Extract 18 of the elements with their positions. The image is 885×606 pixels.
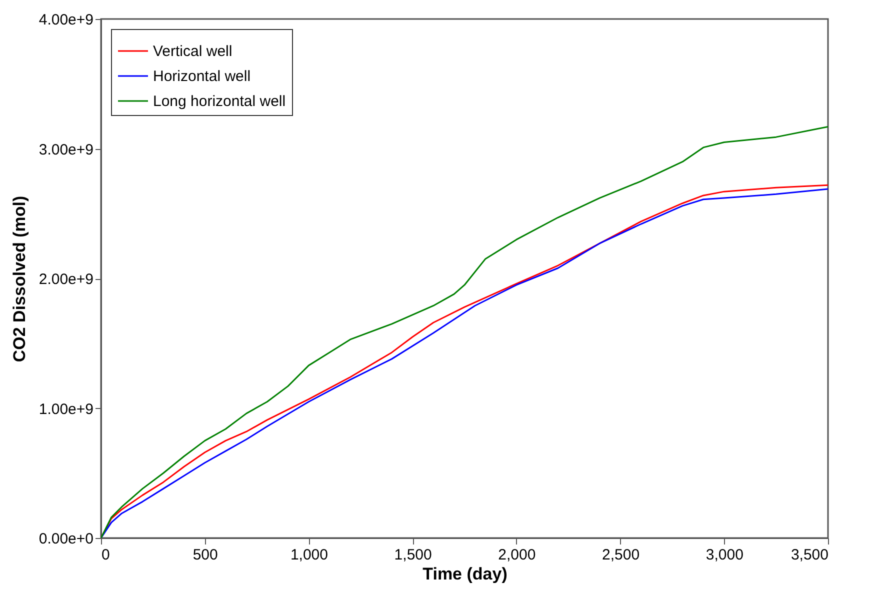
x-tick-label: 1,500 [394, 546, 432, 564]
legend-label: Horizontal well [153, 68, 251, 85]
x-tick-label: 2,500 [602, 546, 640, 564]
y-tick-label: 2.00e+9 [38, 271, 94, 288]
y-tick-label: 4.00e+9 [38, 12, 94, 28]
y-tick-label: 0.00e+0 [38, 530, 94, 548]
x-axis-title: Time (day) [422, 564, 508, 584]
x-tick-label: 500 [192, 546, 218, 564]
legend-label: Vertical well [153, 43, 232, 60]
x-tick-label: 1,000 [290, 546, 328, 564]
x-tick-label: 3,500 [790, 546, 828, 564]
x-tick-label: 3,000 [706, 546, 744, 564]
x-tick-label: 0 [102, 546, 110, 564]
y-tick-label: 3.00e+9 [38, 141, 94, 158]
y-axis-title: CO2 Dissolved (mol) [10, 196, 29, 362]
x-tick-label: 2,000 [498, 546, 536, 564]
legend-label: Long horizontal well [153, 93, 286, 110]
y-tick-label: 1.00e+9 [38, 400, 94, 418]
